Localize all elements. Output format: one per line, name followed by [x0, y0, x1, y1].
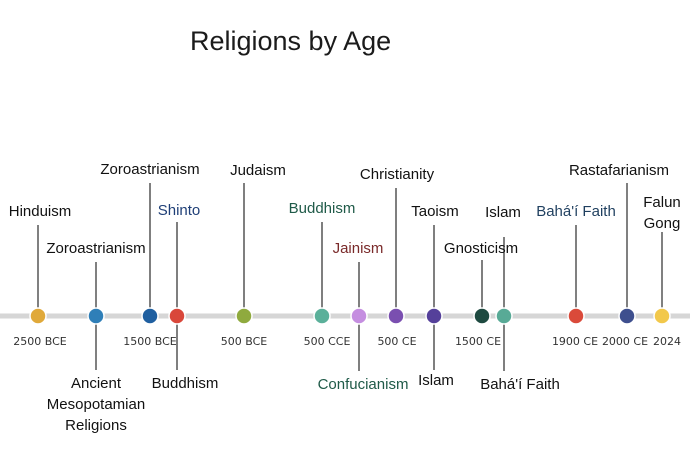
label-shinto: Shinto	[158, 202, 201, 219]
marker-rastafarianism	[618, 307, 636, 325]
label-judaism: Judaism	[230, 162, 286, 179]
label-zoroastrianism: Zoroastrianism	[46, 240, 145, 257]
tick-label: 2000 CE	[602, 335, 648, 348]
marker-islam	[495, 307, 513, 325]
marker-buddhism	[313, 307, 331, 325]
label-islam: Islam	[485, 204, 521, 221]
marker-taoism	[425, 307, 443, 325]
marker-falun-gong	[653, 307, 671, 325]
tick-label: 500 CE	[377, 335, 416, 348]
tick-label: 1500 BCE	[123, 335, 177, 348]
marker-shinto	[168, 307, 186, 325]
tick-label: 500 CCE	[304, 335, 351, 348]
label-baha-i-faith: Bahá'í Faith	[480, 376, 560, 393]
marker-zoroastrianism-a	[87, 307, 105, 325]
marker-jainism	[350, 307, 368, 325]
event-labels: Hinduism Zoroastrianism Ancient Mesopotamia…	[9, 161, 681, 434]
label-baha-i-faith: Bahá'í Faith	[536, 203, 616, 220]
label-rastafarianism: Rastafarianism	[569, 162, 669, 179]
label-hinduism: Hinduism	[9, 203, 72, 220]
marker-christianity	[387, 307, 405, 325]
label-taoism: Taoism	[411, 203, 459, 220]
marker-gnosticism	[473, 307, 491, 325]
label-ancient-mesopotamian-religions: Ancient Mesopotamian Religions	[47, 375, 145, 434]
label-gnosticism: Gnosticism	[444, 240, 518, 257]
label-jainism: Jainism	[333, 240, 384, 257]
tick-labels: 2500 BCE 1500 BCE 500 BCE 500 CCE 500 CE 1500…	[13, 335, 681, 348]
tick-label: 1500 CE	[455, 335, 501, 348]
tick-label: 1900 CE	[552, 335, 598, 348]
marker-zoroastrianism-b	[141, 307, 159, 325]
label-christianity: Christianity	[360, 166, 435, 183]
marker-judaism	[235, 307, 253, 325]
label-islam: Islam	[418, 372, 454, 389]
connectors	[37, 183, 663, 371]
event-markers	[29, 307, 671, 325]
chart-title: Religions by Age	[190, 26, 391, 56]
label-zoroastrianism: Zoroastrianism	[100, 161, 199, 178]
marker-bahai	[567, 307, 585, 325]
marker-hinduism	[29, 307, 47, 325]
label-falun-gong: Falun Gong	[643, 194, 681, 232]
label-confucianism: Confucianism	[318, 376, 409, 393]
label-buddhism: Buddhism	[289, 200, 356, 217]
label-buddhism: Buddhism	[152, 375, 219, 392]
tick-label: 500 BCE	[221, 335, 268, 348]
tick-label: 2500 BCE	[13, 335, 67, 348]
tick-label: 2024	[653, 335, 681, 348]
